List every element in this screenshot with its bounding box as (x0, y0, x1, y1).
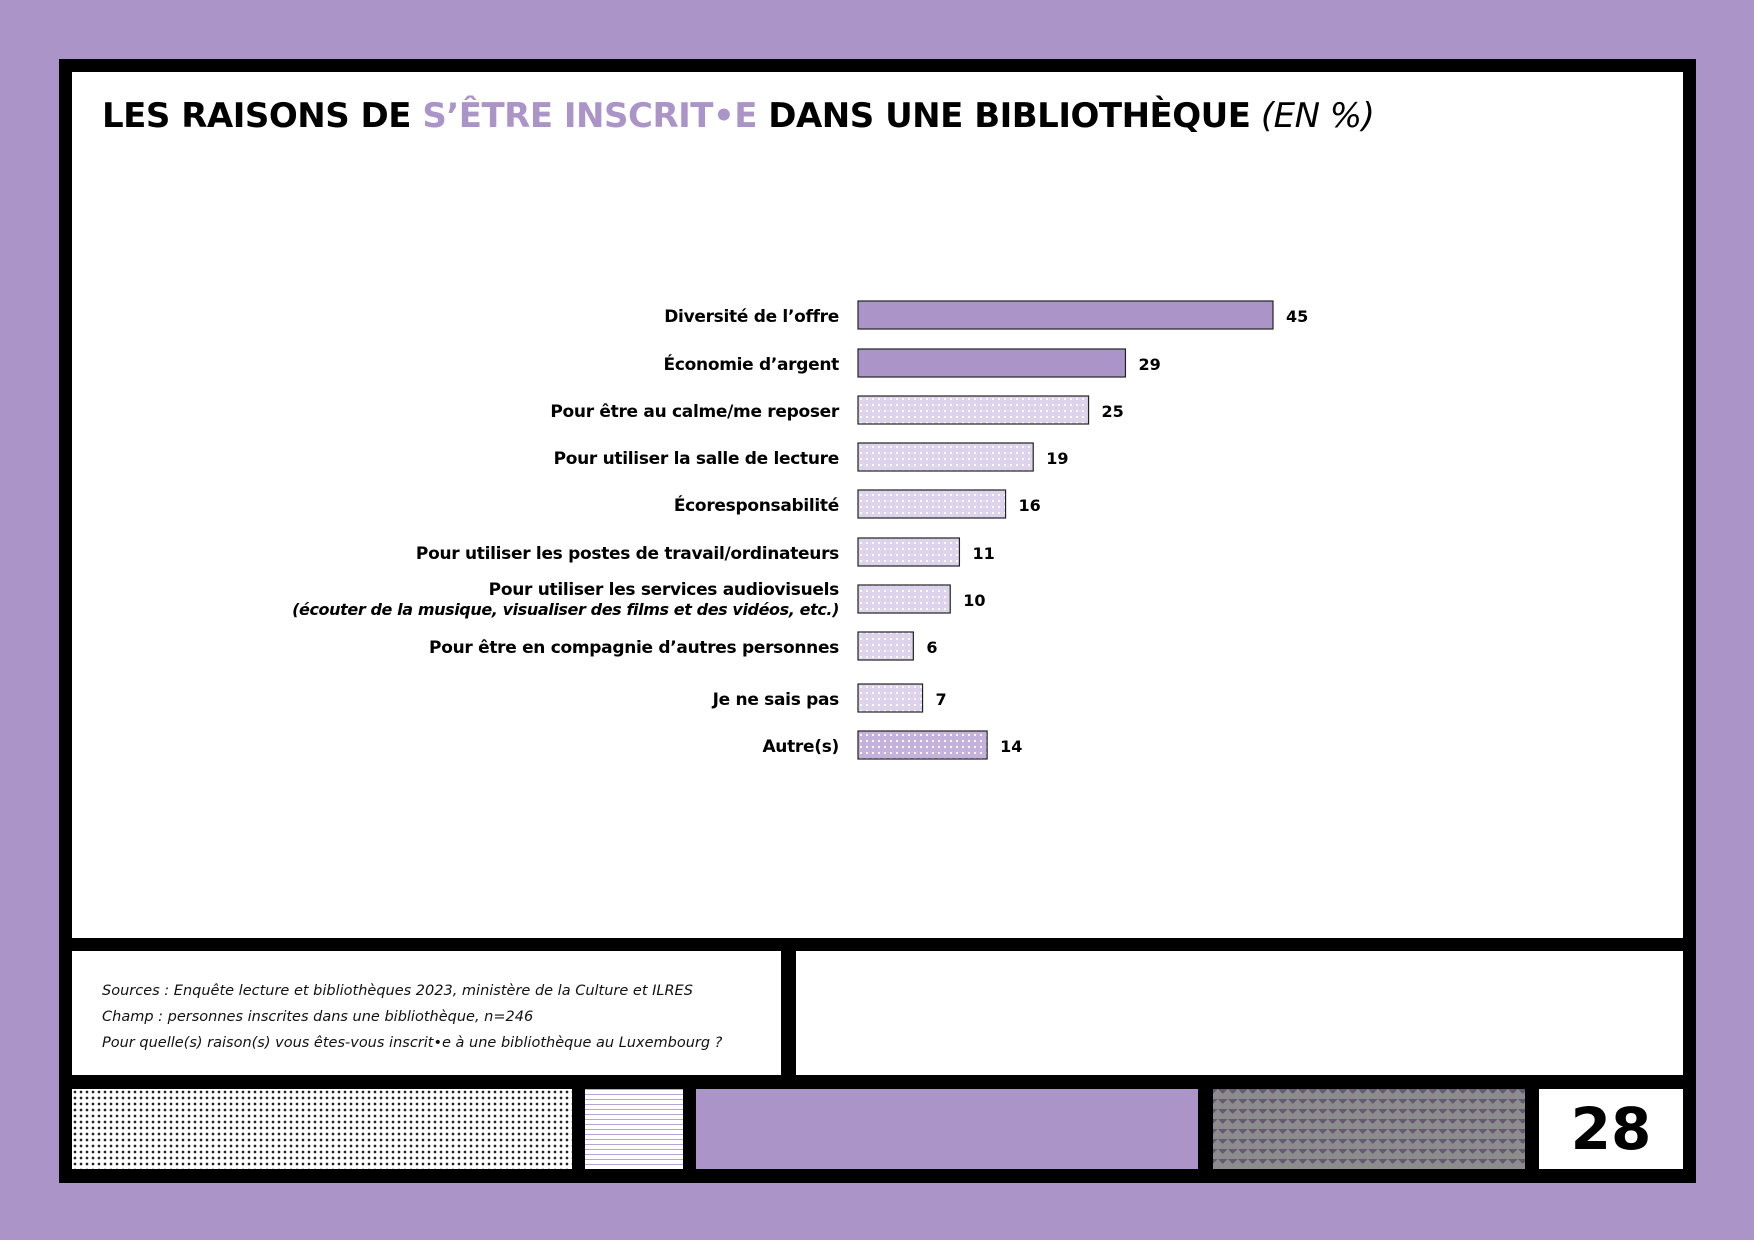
sources-block: Sources : Enquête lecture et bibliothèqu… (102, 978, 722, 1056)
category-label-5: Pour utiliser les postes de travail/ordi… (416, 544, 839, 564)
data-label-7: 6 (926, 638, 937, 657)
blank-panel (796, 951, 1683, 1075)
data-label-4: 16 (1019, 496, 1041, 515)
data-label-5: 11 (972, 544, 994, 563)
category-label-9: Autre(s) (762, 737, 839, 757)
page-number: 28 (1539, 1089, 1683, 1169)
category-label-1: Économie d’argent (664, 353, 840, 375)
data-label-0: 45 (1286, 307, 1308, 326)
title-part1: LES RAISONS DE (102, 96, 423, 136)
data-label-2: 25 (1102, 402, 1124, 421)
category-label-8: Je ne sais pas (712, 690, 840, 710)
bar-5 (857, 537, 961, 567)
data-label-9: 14 (1000, 737, 1022, 756)
sources-panel (72, 951, 781, 1075)
title-part2: DANS UNE BIBLIOTHÈQUE (756, 96, 1251, 136)
category-label-0: Diversité de l’offre (664, 307, 839, 327)
bar-0 (857, 300, 1274, 330)
chart-title: LES RAISONS DE S’ÊTRE INSCRIT•E DANS UNE… (102, 96, 1375, 136)
data-label-3: 19 (1046, 449, 1068, 468)
bar-4 (857, 489, 1007, 519)
question-line: Pour quelle(s) raison(s) vous êtes-vous … (102, 1035, 723, 1051)
category-label-7: Pour être en compagnie d’autres personne… (429, 638, 839, 658)
solid-color-block (696, 1089, 1198, 1169)
category-sublabel-6: (écouter de la musique, visualiser des f… (292, 600, 839, 619)
category-label-4: Écoresponsabilité (674, 494, 839, 516)
bar-1 (857, 348, 1127, 378)
title-unit: (EN %) (1250, 96, 1375, 136)
bar-7 (857, 631, 914, 661)
champ-line: Champ : personnes inscrites dans une bib… (102, 1009, 534, 1025)
zigzag-pattern-block (1213, 1089, 1525, 1169)
wave-pattern-block (585, 1089, 683, 1169)
category-label-6: Pour utiliser les services audiovisuels (489, 580, 840, 600)
data-label-1: 29 (1138, 355, 1160, 374)
bar-9 (857, 730, 988, 760)
data-label-6: 10 (963, 591, 985, 610)
category-label-3: Pour utiliser la salle de lecture (554, 449, 839, 469)
dot-pattern-block (72, 1089, 572, 1169)
bar-2 (857, 395, 1090, 425)
bar-8 (857, 683, 924, 713)
sources-line: Sources : Enquête lecture et bibliothèqu… (102, 983, 693, 999)
data-label-8: 7 (936, 690, 947, 709)
bar-6 (857, 584, 951, 614)
bar-3 (857, 442, 1034, 472)
category-label-2: Pour être au calme/me reposer (550, 402, 840, 422)
title-accent: S’ÊTRE INSCRIT•E (422, 96, 757, 136)
